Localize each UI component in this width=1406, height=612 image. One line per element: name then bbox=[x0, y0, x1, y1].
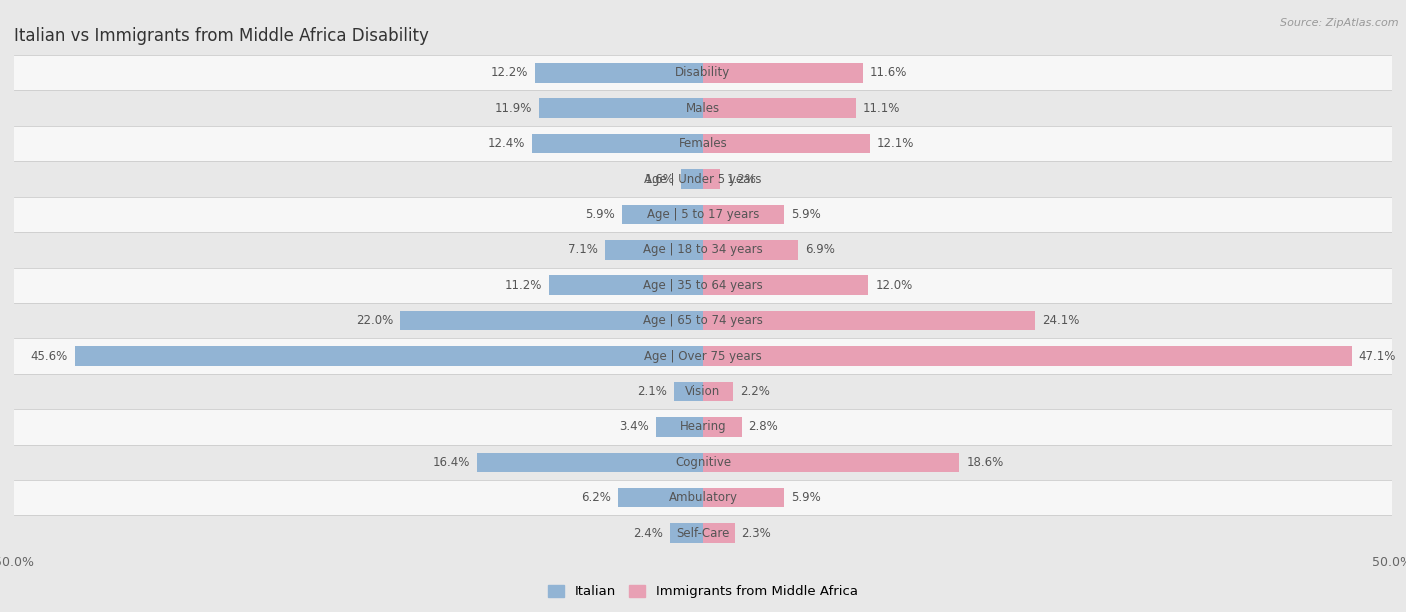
Bar bbox=[399, 311, 703, 330]
Bar bbox=[703, 63, 863, 83]
Text: 2.2%: 2.2% bbox=[740, 385, 770, 398]
Bar bbox=[14, 444, 1392, 480]
Bar bbox=[14, 126, 1392, 162]
Text: Males: Males bbox=[686, 102, 720, 114]
Bar bbox=[14, 374, 1392, 409]
Bar bbox=[621, 204, 703, 224]
Bar bbox=[703, 134, 870, 154]
Text: 12.0%: 12.0% bbox=[875, 278, 912, 292]
Bar bbox=[703, 311, 1035, 330]
Bar bbox=[14, 515, 1392, 551]
Bar bbox=[477, 452, 703, 472]
Bar bbox=[703, 204, 785, 224]
Bar bbox=[14, 91, 1392, 126]
Bar bbox=[75, 346, 703, 366]
Text: Age | Over 75 years: Age | Over 75 years bbox=[644, 349, 762, 362]
Text: 12.1%: 12.1% bbox=[876, 137, 914, 150]
Bar bbox=[703, 523, 735, 543]
Bar bbox=[14, 196, 1392, 232]
Text: Disability: Disability bbox=[675, 66, 731, 80]
Bar bbox=[681, 170, 703, 188]
Text: 6.9%: 6.9% bbox=[806, 244, 835, 256]
Bar bbox=[548, 275, 703, 295]
Text: Age | Under 5 years: Age | Under 5 years bbox=[644, 173, 762, 185]
Bar bbox=[538, 99, 703, 118]
Bar bbox=[14, 409, 1392, 444]
Text: Age | 65 to 74 years: Age | 65 to 74 years bbox=[643, 314, 763, 327]
Text: Self-Care: Self-Care bbox=[676, 526, 730, 540]
Text: Source: ZipAtlas.com: Source: ZipAtlas.com bbox=[1281, 18, 1399, 28]
Text: 16.4%: 16.4% bbox=[433, 456, 470, 469]
Text: 11.1%: 11.1% bbox=[863, 102, 900, 114]
Bar bbox=[673, 382, 703, 401]
Bar bbox=[703, 240, 799, 259]
Text: Cognitive: Cognitive bbox=[675, 456, 731, 469]
Text: 1.2%: 1.2% bbox=[727, 173, 756, 185]
Bar bbox=[14, 162, 1392, 196]
Text: 6.2%: 6.2% bbox=[581, 491, 610, 504]
Bar bbox=[14, 232, 1392, 267]
Text: 5.9%: 5.9% bbox=[585, 208, 614, 221]
Text: 11.9%: 11.9% bbox=[495, 102, 531, 114]
Bar bbox=[617, 488, 703, 507]
Text: Age | 18 to 34 years: Age | 18 to 34 years bbox=[643, 244, 763, 256]
Text: 18.6%: 18.6% bbox=[966, 456, 1004, 469]
Text: 1.6%: 1.6% bbox=[644, 173, 673, 185]
Bar bbox=[703, 488, 785, 507]
Text: 2.1%: 2.1% bbox=[637, 385, 668, 398]
Legend: Italian, Immigrants from Middle Africa: Italian, Immigrants from Middle Africa bbox=[543, 580, 863, 603]
Text: 12.2%: 12.2% bbox=[491, 66, 529, 80]
Text: Females: Females bbox=[679, 137, 727, 150]
Text: Italian vs Immigrants from Middle Africa Disability: Italian vs Immigrants from Middle Africa… bbox=[14, 27, 429, 45]
Text: Age | 35 to 64 years: Age | 35 to 64 years bbox=[643, 278, 763, 292]
Text: 3.4%: 3.4% bbox=[620, 420, 650, 433]
Text: Vision: Vision bbox=[685, 385, 721, 398]
Text: 11.6%: 11.6% bbox=[870, 66, 907, 80]
Bar bbox=[703, 99, 856, 118]
Text: 47.1%: 47.1% bbox=[1358, 349, 1396, 362]
Text: 11.2%: 11.2% bbox=[505, 278, 541, 292]
Text: 2.8%: 2.8% bbox=[748, 420, 778, 433]
Text: 12.4%: 12.4% bbox=[488, 137, 526, 150]
Text: 22.0%: 22.0% bbox=[356, 314, 392, 327]
Bar bbox=[703, 170, 720, 188]
Text: 24.1%: 24.1% bbox=[1042, 314, 1080, 327]
Bar bbox=[14, 303, 1392, 338]
Bar bbox=[534, 63, 703, 83]
Bar bbox=[703, 452, 959, 472]
Bar bbox=[657, 417, 703, 436]
Text: 5.9%: 5.9% bbox=[792, 208, 821, 221]
Text: 7.1%: 7.1% bbox=[568, 244, 599, 256]
Text: Age | 5 to 17 years: Age | 5 to 17 years bbox=[647, 208, 759, 221]
Bar bbox=[14, 267, 1392, 303]
Text: Hearing: Hearing bbox=[679, 420, 727, 433]
Text: 2.3%: 2.3% bbox=[741, 526, 772, 540]
Text: Ambulatory: Ambulatory bbox=[668, 491, 738, 504]
Text: 45.6%: 45.6% bbox=[31, 349, 67, 362]
Text: 5.9%: 5.9% bbox=[792, 491, 821, 504]
Bar bbox=[605, 240, 703, 259]
Bar bbox=[669, 523, 703, 543]
Bar bbox=[14, 480, 1392, 515]
Bar bbox=[703, 417, 741, 436]
Bar bbox=[14, 338, 1392, 374]
Bar bbox=[14, 55, 1392, 91]
Bar bbox=[531, 134, 703, 154]
Bar bbox=[703, 382, 734, 401]
Text: 2.4%: 2.4% bbox=[633, 526, 664, 540]
Bar bbox=[703, 346, 1353, 366]
Bar bbox=[703, 275, 869, 295]
